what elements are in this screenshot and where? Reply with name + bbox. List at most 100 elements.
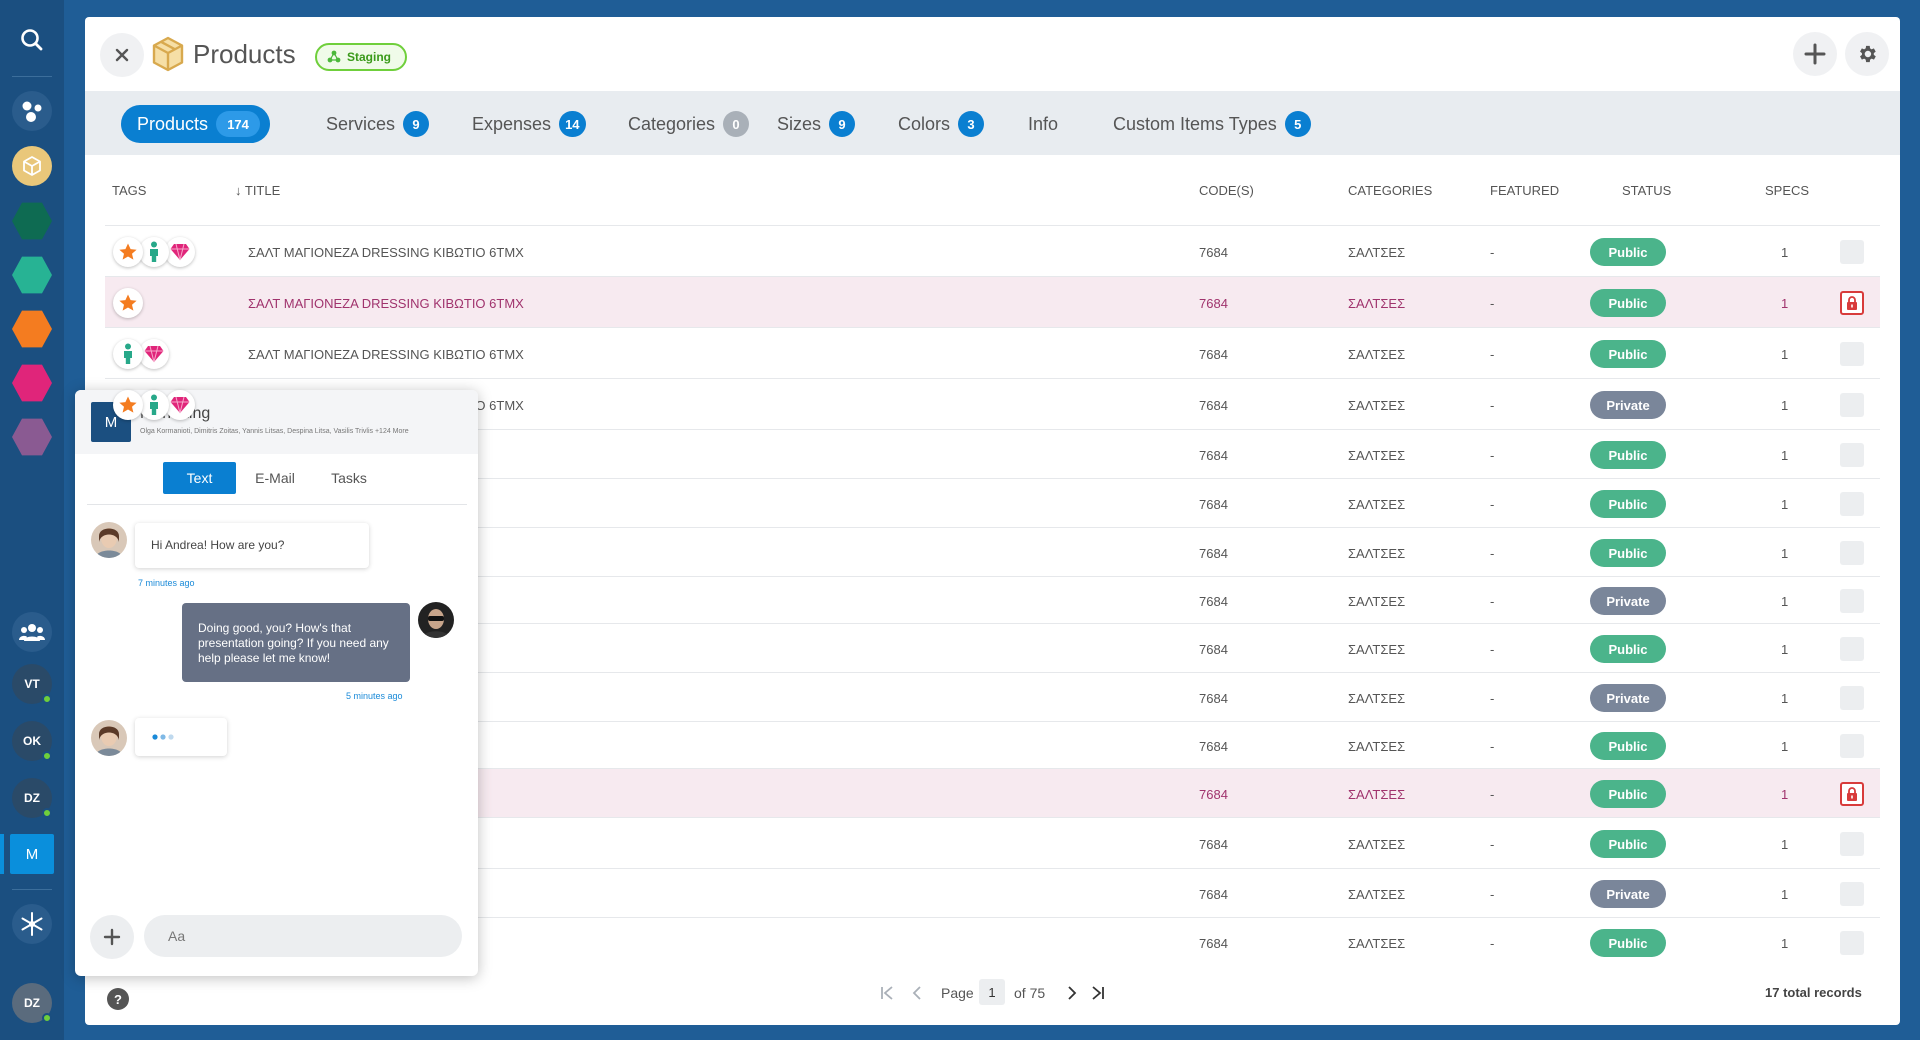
row-title[interactable]: ΣΑΛΤ ΜΑΓΙΟΝΕΖΑ DRESSING ΚΙΒΩΤΙΟ 6ΤΜΧ <box>248 296 524 311</box>
page-number-input[interactable]: 1 <box>979 979 1005 1005</box>
divider <box>87 504 467 505</box>
message-input[interactable]: Aa <box>144 915 462 957</box>
status-badge[interactable]: Public <box>1590 929 1666 957</box>
last-page-icon[interactable] <box>1090 985 1106 1006</box>
attach-button[interactable] <box>90 915 134 959</box>
total-records: 17 total records <box>1765 985 1862 1000</box>
row-select-checkbox[interactable] <box>1840 882 1864 906</box>
column-header-codes[interactable]: CODE(S) <box>1199 183 1254 198</box>
row-select-checkbox[interactable] <box>1840 342 1864 366</box>
column-header-categories[interactable]: CATEGORIES <box>1348 183 1433 198</box>
row-category: ΣΑΛΤΣΕΣ <box>1348 787 1406 802</box>
column-header-specs[interactable]: SPECS <box>1765 183 1810 198</box>
row-select-checkbox[interactable] <box>1840 832 1864 856</box>
row-select-checkbox[interactable] <box>1840 393 1864 417</box>
row-code: 7684 <box>1199 398 1228 413</box>
people-icon[interactable] <box>12 612 52 652</box>
products-box-icon[interactable] <box>12 146 52 186</box>
product-box-icon <box>151 36 185 77</box>
table-row[interactable]: ΣΑΛΤ ΜΑΓΙΟΝΕΖΑ DRESSING ΚΙΒΩΤΙΟ 6ΤΜΧ 7684… <box>105 276 1880 327</box>
status-badge[interactable]: Public <box>1590 441 1666 469</box>
row-select-checkbox[interactable] <box>1840 734 1864 758</box>
current-user-avatar[interactable]: DZ <box>12 983 52 1023</box>
status-badge[interactable]: Private <box>1590 880 1666 908</box>
row-select-checkbox[interactable] <box>1840 931 1864 955</box>
tab-services[interactable]: Services 9 <box>326 105 430 143</box>
chat-tab-tasks[interactable]: Tasks <box>331 470 367 486</box>
row-select-checkbox[interactable] <box>1840 240 1864 264</box>
close-button[interactable] <box>100 33 144 77</box>
prev-page-icon[interactable] <box>911 985 923 1006</box>
app-hexagon-orange[interactable] <box>12 310 52 348</box>
status-badge[interactable]: Public <box>1590 635 1666 663</box>
tab-count: 9 <box>829 111 856 137</box>
lock-icon[interactable] <box>1840 291 1864 315</box>
tab-categories[interactable]: Categories 0 <box>628 105 750 143</box>
status-badge[interactable]: Public <box>1590 490 1666 518</box>
sidebar-marketing-group[interactable]: M <box>10 834 54 874</box>
status-badge[interactable]: Public <box>1590 539 1666 567</box>
chat-tab-email[interactable]: E-Mail <box>255 470 295 486</box>
row-title[interactable]: ΣΑΛΤ ΜΑΓΙΟΝΕΖΑ DRESSING ΚΙΒΩΤΙΟ 6ΤΜΧ <box>248 245 524 260</box>
status-badge[interactable]: Public <box>1590 238 1666 266</box>
status-badge[interactable]: Private <box>1590 684 1666 712</box>
status-badge[interactable]: Private <box>1590 587 1666 615</box>
tab-info[interactable]: Info <box>1028 113 1059 134</box>
tab-colors[interactable]: Colors 3 <box>898 105 985 143</box>
chat-tab-text[interactable]: Text <box>163 462 236 494</box>
user-avatar <box>418 602 454 638</box>
app-hexagon-purple[interactable] <box>12 418 52 456</box>
status-badge[interactable]: Public <box>1590 780 1666 808</box>
row-specs: 1 <box>1781 887 1789 902</box>
lock-icon[interactable] <box>1840 782 1864 806</box>
tab-expenses[interactable]: Expenses 14 <box>472 105 586 143</box>
row-specs: 1 <box>1781 787 1789 802</box>
tab-products[interactable]: Products 174 <box>121 105 271 143</box>
column-header-tags[interactable]: TAGS <box>112 183 147 198</box>
row-category: ΣΑΛΤΣΕΣ <box>1348 887 1406 902</box>
settings-button[interactable] <box>1845 32 1889 76</box>
person-tag-icon <box>139 390 169 420</box>
column-header-status[interactable]: STATUS <box>1622 183 1672 198</box>
row-code: 7684 <box>1199 347 1228 362</box>
row-select-checkbox[interactable] <box>1840 541 1864 565</box>
table-row[interactable]: ΣΑΛΤ ΜΑΓΙΟΝΕΖΑ DRESSING ΚΙΒΩΤΙΟ 6ΤΜΧ 7684… <box>105 225 1880 276</box>
tab-custom-items-types[interactable]: Custom Items Types 5 <box>1113 105 1311 143</box>
tab-sizes[interactable]: Sizes 9 <box>777 105 856 143</box>
sidebar-avatar-ok[interactable]: OK <box>12 721 52 761</box>
app-hexagon-teal[interactable] <box>12 256 52 294</box>
first-page-icon[interactable] <box>879 985 895 1006</box>
table-row[interactable]: ΣΑΛΤ ΜΑΓΙΟΝΕΖΑ DRESSING ΚΙΒΩΤΙΟ 6ΤΜΧ 7684… <box>105 327 1880 378</box>
status-badge[interactable]: Public <box>1590 830 1666 858</box>
status-badge[interactable]: Public <box>1590 732 1666 760</box>
page-of-label: of 75 <box>1014 985 1046 1001</box>
status-badge[interactable]: Private <box>1590 391 1666 419</box>
app-hexagon-dark-green[interactable] <box>12 202 52 240</box>
row-select-checkbox[interactable] <box>1840 443 1864 467</box>
status-badge[interactable]: Public <box>1590 289 1666 317</box>
sidebar-avatar-vt[interactable]: VT <box>12 664 52 704</box>
add-button[interactable] <box>1793 32 1837 76</box>
row-select-checkbox[interactable] <box>1840 589 1864 613</box>
column-header-title[interactable]: ↓ TITLE <box>235 183 281 198</box>
sidebar-avatar-dz[interactable]: DZ <box>12 778 52 818</box>
status-badge[interactable]: Public <box>1590 340 1666 368</box>
snowflake-icon[interactable] <box>12 904 52 944</box>
row-title[interactable]: ΣΑΛΤ ΜΑΓΙΟΝΕΖΑ DRESSING ΚΙΒΩΤΙΟ 6ΤΜΧ <box>248 347 524 362</box>
next-page-icon[interactable] <box>1066 985 1078 1006</box>
help-icon[interactable]: ? <box>107 988 129 1010</box>
row-select-checkbox[interactable] <box>1840 686 1864 710</box>
app-hexagon-magenta[interactable] <box>12 364 52 402</box>
row-code: 7684 <box>1199 787 1228 802</box>
row-select-checkbox[interactable] <box>1840 492 1864 516</box>
hub-icon[interactable] <box>12 91 52 131</box>
chat-popup: M Marketing Olga Kormanioti, Dimitris Zo… <box>75 390 478 976</box>
column-header-featured[interactable]: FEATURED <box>1490 183 1560 198</box>
search-icon[interactable] <box>12 20 52 60</box>
row-select-checkbox[interactable] <box>1840 637 1864 661</box>
row-category: ΣΑΛΤΣΕΣ <box>1348 739 1406 754</box>
